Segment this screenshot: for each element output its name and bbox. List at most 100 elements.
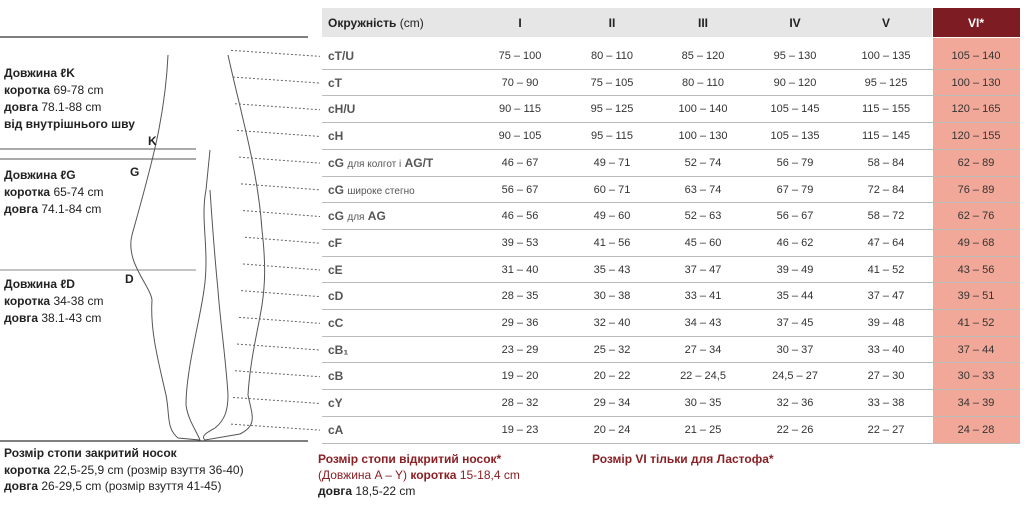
cell: 41 – 52: [957, 317, 995, 329]
leader: [236, 343, 321, 351]
cell: 46 – 62: [776, 236, 814, 249]
cell: 95 – 130: [773, 50, 817, 62]
cell: 46 – 56: [501, 210, 539, 223]
block-title: Довжина ℓK: [4, 66, 75, 80]
measure: cB: [328, 369, 344, 384]
leader: [232, 396, 321, 404]
row-line: [322, 175, 1020, 177]
cell: 22 – 26: [776, 423, 814, 436]
cell: 22 – 24,5: [680, 370, 726, 383]
row-line: [322, 122, 1020, 124]
leader: [232, 76, 321, 84]
measure-note: для: [347, 212, 365, 224]
size-range: 18,5-22 cm: [355, 484, 416, 498]
row-line: [322, 282, 1020, 284]
size-name: коротка: [4, 294, 51, 308]
cell: 90 – 120: [773, 76, 817, 89]
cell: 75 – 105: [590, 76, 634, 89]
cell: 25 – 32: [593, 343, 631, 356]
row-line: [322, 68, 1020, 70]
cell: 58 – 84: [867, 156, 905, 169]
size-row: довга 38.1-43 cm: [4, 311, 101, 325]
cell: 33 – 40: [867, 343, 905, 356]
cell: 105 – 135: [770, 130, 820, 143]
cell: 41 – 52: [867, 263, 905, 276]
row-label: cG для колгот і AG/T: [328, 156, 433, 170]
cell: 60 – 71: [593, 183, 631, 196]
row-line: [322, 255, 1020, 257]
header-title: Окружність: [328, 16, 397, 30]
cell: 46 – 67: [501, 156, 539, 169]
size-range: 26-29,5 cm (розмір взуття 41-45): [41, 479, 222, 493]
size-range: 78.1-88 cm: [41, 100, 102, 114]
cell: 80 – 110: [590, 50, 633, 62]
measure: cG: [328, 182, 345, 197]
size-name: довга: [318, 484, 352, 498]
row-label: cT: [328, 76, 342, 90]
size-range: 69-78 cm: [53, 83, 104, 97]
leader: [234, 103, 321, 111]
cell: 29 – 36: [501, 317, 539, 329]
leader: [230, 49, 321, 57]
cell: 43 – 56: [957, 263, 995, 276]
cell: 39 – 51: [957, 290, 995, 303]
cell: 115 – 155: [861, 103, 911, 116]
leader: [240, 290, 321, 298]
leader: [234, 370, 321, 378]
cell: 115 – 145: [861, 130, 911, 143]
cell: 76 – 89: [957, 183, 995, 196]
cell: 31 – 40: [501, 263, 539, 276]
cell: 20 – 24: [593, 423, 631, 436]
cell: 39 – 48: [867, 317, 905, 329]
measure: cH/U: [328, 102, 356, 117]
leader: [238, 156, 321, 164]
cell: 29 – 34: [593, 397, 631, 410]
footer-title: Розмір стопи закритий носок: [4, 446, 177, 460]
block-extra: від внутрішнього шву: [4, 117, 135, 131]
letter: D: [125, 272, 134, 286]
cell: 33 – 41: [684, 290, 722, 303]
row-line: [322, 415, 1020, 417]
row-label: cG для AG: [328, 209, 386, 223]
leader: [242, 210, 321, 218]
cell: 62 – 76: [957, 210, 995, 223]
cell: 35 – 44: [776, 290, 814, 303]
size-row: довга 78.1-88 cm: [4, 100, 101, 114]
cell: 100 – 135: [861, 50, 911, 62]
measure: cH: [328, 129, 344, 144]
cell: 56 – 67: [501, 183, 539, 196]
cell: 24,5 – 27: [772, 370, 818, 383]
measure-suffix: AG/T: [404, 155, 434, 170]
row-label: cY: [328, 396, 343, 410]
vi-column-bg: [933, 38, 1020, 444]
row-line: [322, 95, 1020, 97]
footer-row: (Довжина A – Y) коротка 15-18,4 cm: [318, 468, 520, 482]
cell: 39 – 49: [776, 263, 814, 276]
size-name: коротка: [4, 83, 51, 97]
cell: 23 – 29: [501, 343, 539, 356]
cell: 85 – 120: [681, 50, 725, 62]
size-name: довга: [4, 311, 38, 325]
measure-suffix: AG: [367, 209, 386, 224]
block-title: Довжина ℓG: [4, 168, 76, 182]
cell: 21 – 25: [684, 423, 722, 436]
cell: 20 – 22: [593, 370, 631, 383]
leader: [240, 183, 321, 191]
row-line: [322, 442, 1020, 444]
cell: 30 – 38: [593, 290, 631, 303]
cell: 45 – 60: [684, 236, 722, 249]
column-header: VI*: [967, 16, 984, 30]
size-row: коротка 69-78 cm: [4, 83, 103, 97]
row-line: [322, 335, 1020, 337]
column-header: I: [518, 16, 522, 30]
cell: 70 – 90: [501, 76, 539, 89]
size-row: коротка 65-74 cm: [4, 185, 103, 199]
cell: 32 – 36: [776, 397, 814, 410]
leader: [230, 423, 321, 431]
cell: 67 – 79: [776, 183, 814, 196]
cell: 47 – 64: [867, 236, 905, 249]
size-range: 15-18,4 cm: [459, 468, 520, 482]
cell: 27 – 30: [867, 370, 905, 383]
